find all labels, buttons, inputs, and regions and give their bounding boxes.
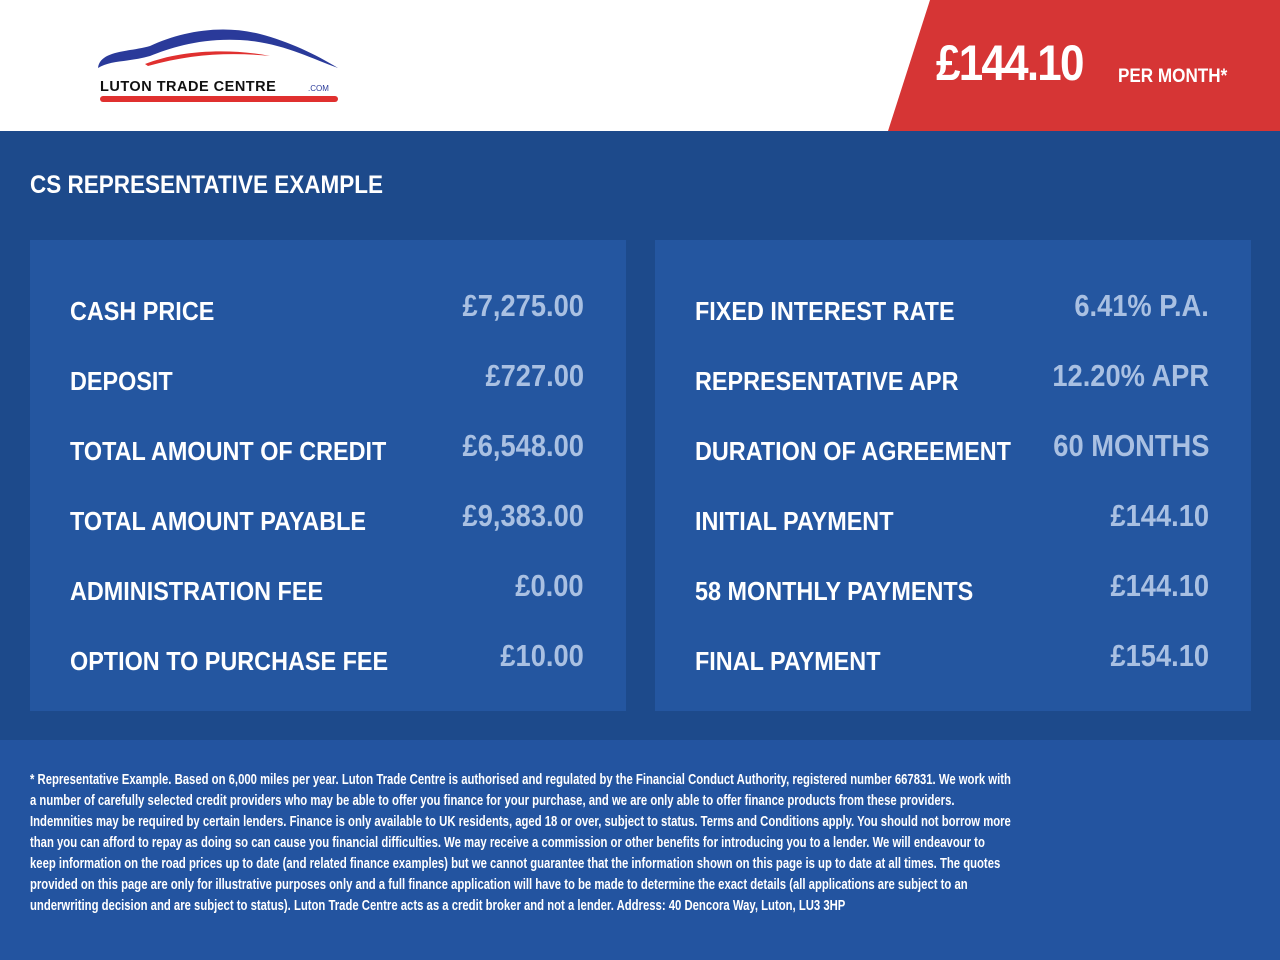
representative-example-section: CS REPRESENTATIVE EXAMPLE CASH PRICE £7,2… <box>0 131 1280 740</box>
finance-row: FINAL PAYMENT £154.10 <box>695 638 1209 678</box>
finance-row-value: £154.10 <box>1110 638 1209 673</box>
finance-row-value: £144.10 <box>1110 568 1209 603</box>
finance-row-value: £9,383.00 <box>462 498 584 533</box>
finance-row: OPTION TO PURCHASE FEE £10.00 <box>70 638 584 678</box>
finance-row-label: REPRESENTATIVE APR <box>695 366 959 396</box>
monthly-price-banner: £144.10 PER MONTH* <box>888 0 1280 131</box>
section-title: CS REPRESENTATIVE EXAMPLE <box>30 171 383 199</box>
finance-row-label: TOTAL AMOUNT PAYABLE <box>70 506 367 536</box>
finance-row-label: OPTION TO PURCHASE FEE <box>70 646 389 676</box>
finance-row-value: £0.00 <box>515 568 584 603</box>
finance-row: FIXED INTEREST RATE 6.41% P.A. <box>695 288 1209 328</box>
luton-trade-centre-logo: LUTON TRADE CENTRE .COM <box>98 29 338 102</box>
finance-row-value: £7,275.00 <box>462 288 584 323</box>
monthly-price: £144.10 <box>936 35 1084 91</box>
finance-row: DEPOSIT £727.00 <box>70 358 584 398</box>
finance-panel-left: CASH PRICE £7,275.00 DEPOSIT £727.00 TOTAL A… <box>30 240 626 711</box>
finance-row-value: £144.10 <box>1110 498 1209 533</box>
finance-panel-right: FIXED INTEREST RATE 6.41% P.A. REPRESENTAT… <box>655 240 1251 711</box>
finance-row-value: 6.41% P.A. <box>1074 288 1209 323</box>
finance-row-label: FINAL PAYMENT <box>695 646 881 676</box>
finance-row-label: 58 MONTHLY PAYMENTS <box>695 576 974 606</box>
footer: * Representative Example. Based on 6,000… <box>0 740 1280 960</box>
finance-row: ADMINISTRATION FEE £0.00 <box>70 568 584 608</box>
finance-row: TOTAL AMOUNT OF CREDIT £6,548.00 <box>70 428 584 468</box>
finance-row-value: £6,548.00 <box>462 428 584 463</box>
finance-row-label: CASH PRICE <box>70 296 215 326</box>
finance-row-value: £10.00 <box>500 638 584 673</box>
finance-row: CASH PRICE £7,275.00 <box>70 288 584 328</box>
finance-row-value: 60 MONTHS <box>1052 428 1209 463</box>
finance-row: TOTAL AMOUNT PAYABLE £9,383.00 <box>70 498 584 538</box>
finance-row: REPRESENTATIVE APR 12.20% APR <box>695 358 1209 398</box>
finance-row-value: 12.20% APR <box>1052 358 1209 393</box>
finance-row-label: INITIAL PAYMENT <box>695 506 894 536</box>
price-suffix: PER MONTH* <box>1118 66 1228 87</box>
finance-row-label: ADMINISTRATION FEE <box>70 576 324 606</box>
header: LUTON TRADE CENTRE .COM £144.10 PER MONT… <box>0 0 1280 131</box>
finance-row: INITIAL PAYMENT £144.10 <box>695 498 1209 538</box>
finance-row: 58 MONTHLY PAYMENTS £144.10 <box>695 568 1209 608</box>
finance-row-label: DURATION OF AGREEMENT <box>695 436 1011 466</box>
finance-row-label: FIXED INTEREST RATE <box>695 296 955 326</box>
disclaimer-text: * Representative Example. Based on 6,000… <box>30 772 1011 914</box>
finance-row-label: DEPOSIT <box>70 366 173 396</box>
finance-row-value: £727.00 <box>485 358 584 393</box>
finance-row: DURATION OF AGREEMENT 60 MONTHS <box>695 428 1209 468</box>
finance-row-label: TOTAL AMOUNT OF CREDIT <box>70 436 387 466</box>
svg-text:LUTON TRADE CENTRE: LUTON TRADE CENTRE <box>100 79 276 95</box>
svg-text:.COM: .COM <box>308 84 329 93</box>
